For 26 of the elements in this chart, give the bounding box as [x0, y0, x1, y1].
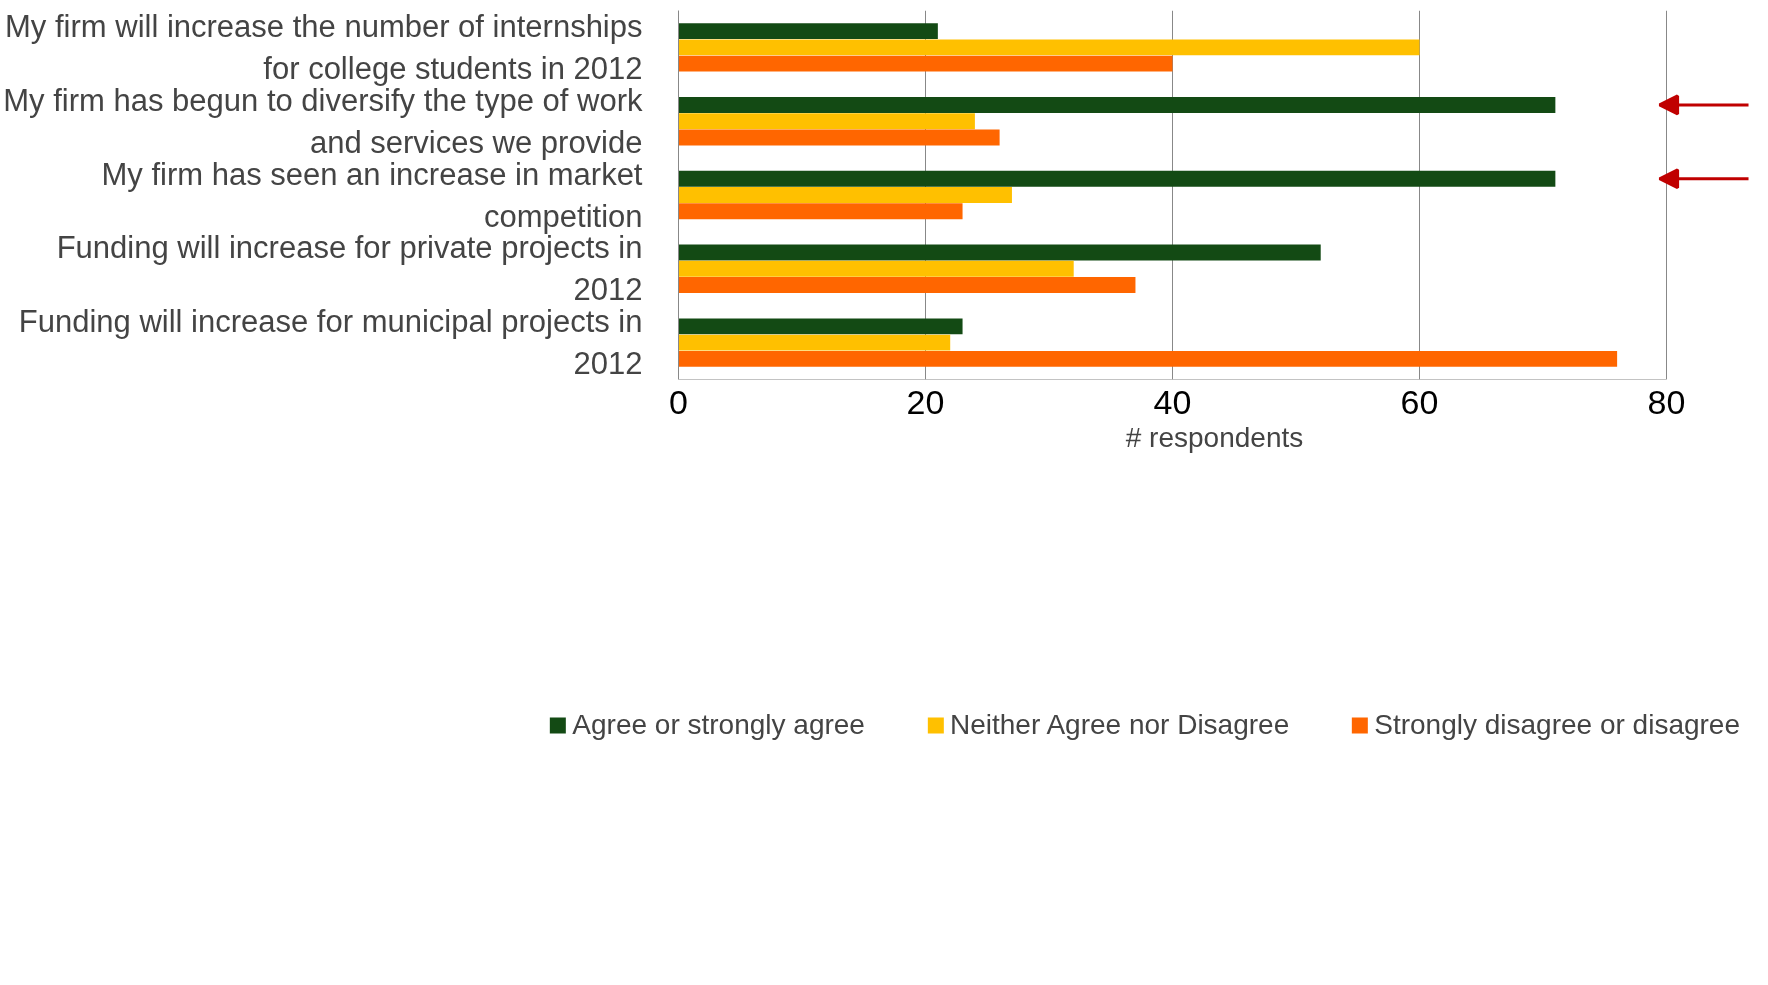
- x-tick-label: 80: [1647, 382, 1686, 421]
- x-tick-label: 40: [1153, 382, 1192, 421]
- bar: [678, 39, 1420, 56]
- x-tick-label: 60: [1400, 382, 1439, 421]
- x-tick-label: 0: [669, 382, 688, 421]
- bar: [678, 170, 1556, 187]
- legend-label: Agree or strongly agree: [572, 709, 865, 741]
- y-tick-label: My firm will increase the number of internships for college students in 2012: [5, 8, 643, 86]
- legend-label: Strongly disagree or disagree: [1374, 709, 1740, 741]
- x-tick-label: 20: [906, 382, 945, 421]
- bar: [678, 129, 1000, 146]
- x-axis-title: # respondents: [1125, 421, 1304, 453]
- bar: [678, 244, 1321, 261]
- bar: [678, 318, 963, 335]
- bar: [678, 350, 1618, 367]
- bar: [678, 260, 1074, 277]
- bar: [678, 187, 1012, 203]
- bar: [678, 23, 938, 40]
- legend-label: Neither Agree nor Disagree: [949, 709, 1290, 741]
- bar: [678, 97, 1556, 113]
- bar: [678, 113, 975, 130]
- bar: [678, 55, 1173, 72]
- bar: [678, 277, 1136, 293]
- y-tick-label: Funding will increase for municipal projects in 2012: [18, 304, 643, 382]
- bar: [678, 203, 963, 220]
- bar: [678, 334, 951, 351]
